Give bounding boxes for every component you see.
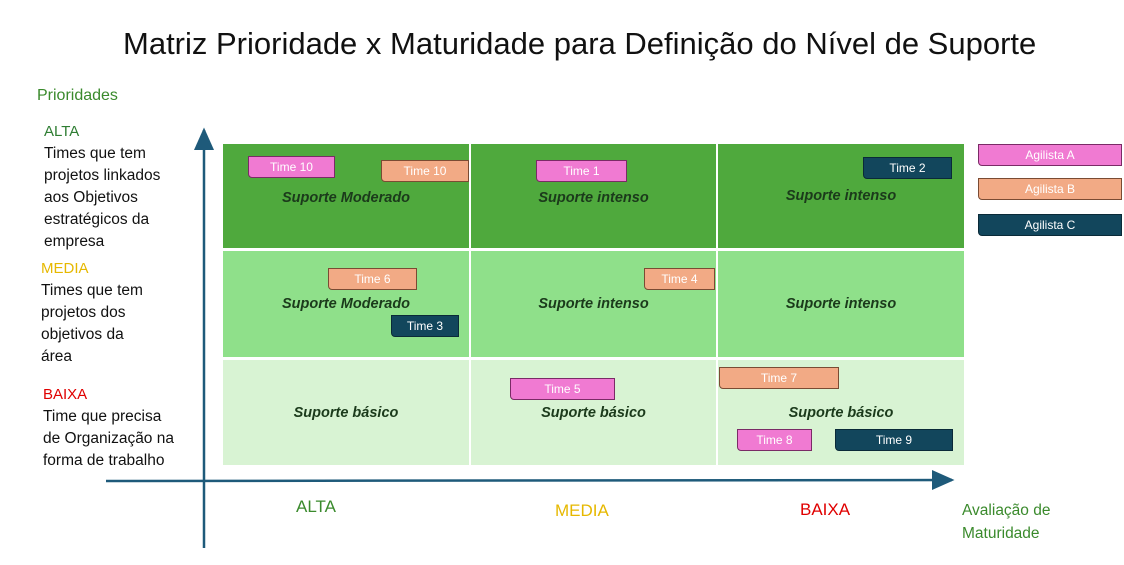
- priority-desc-alta: Times que tem projetos linkados aos Obje…: [44, 145, 161, 250]
- team-tag: Time 5: [510, 378, 615, 400]
- priority-label-baixa: BAIXA: [43, 386, 88, 403]
- matrix-cell-baixa-alta: Suporte básico: [223, 360, 469, 465]
- priority-label-alta: ALTA: [44, 123, 80, 140]
- team-tag: Time 9: [835, 429, 953, 451]
- priority-desc-media: Times que tem projetos dos objetivos da …: [41, 282, 143, 365]
- maturity-label-media: MEDIA: [555, 501, 609, 520]
- priority-desc-baixa: Time que precisa de Organização na forma…: [43, 408, 174, 469]
- team-tag: Time 2: [863, 157, 952, 179]
- team-tag: Time 1: [536, 160, 627, 182]
- legend-agilista-b: Agilista B: [978, 178, 1122, 200]
- matrix-cell-baixa-media: Suporte básico: [471, 360, 716, 465]
- y-axis-title: Prioridades: [37, 87, 118, 104]
- legend-agilista-a: Agilista A: [978, 144, 1122, 166]
- page-title: Matriz Prioridade x Maturidade para Defi…: [123, 26, 1037, 61]
- matrix-cell-media-baixa: Suporte intenso: [718, 251, 964, 357]
- x-axis-title: Avaliação de Maturidade: [962, 502, 1051, 542]
- team-tag: Time 10: [381, 160, 469, 182]
- team-tag: Time 8: [737, 429, 812, 451]
- priority-label-media: MEDIA: [41, 260, 89, 277]
- legend-agilista-c: Agilista C: [978, 214, 1122, 236]
- team-tag: Time 4: [644, 268, 715, 290]
- x-axis-line: [105, 470, 955, 491]
- maturity-label-alta: ALTA: [296, 497, 336, 516]
- team-tag: Time 7: [719, 367, 839, 389]
- team-tag: Time 3: [391, 315, 459, 337]
- team-tag: Time 10: [248, 156, 335, 178]
- team-tag: Time 6: [328, 268, 417, 290]
- maturity-label-baixa: BAIXA: [800, 500, 851, 519]
